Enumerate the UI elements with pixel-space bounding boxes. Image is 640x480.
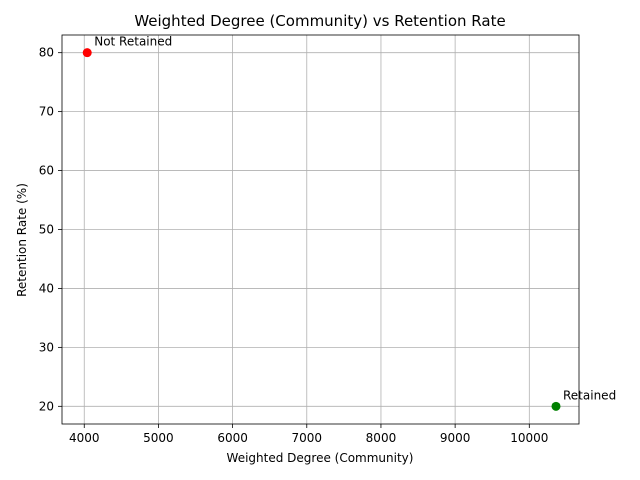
point-annotation: Not Retained (94, 35, 172, 49)
y-tick-label: 30 (39, 340, 54, 354)
x-tick-label: 4000 (69, 431, 100, 445)
x-tick-label: 7000 (292, 431, 323, 445)
x-tick-label: 9000 (440, 431, 471, 445)
y-tick-label: 80 (39, 46, 54, 60)
grid (62, 35, 579, 424)
y-tick-label: 40 (39, 281, 54, 295)
plot-frame (61, 34, 580, 425)
data-point (82, 48, 92, 58)
x-tick-label: 6000 (217, 431, 248, 445)
point-annotation: Retained (563, 388, 616, 402)
data-point (551, 401, 561, 411)
x-axis-label: Weighted Degree (Community) (227, 451, 414, 465)
data-points: Not Retained Retained (82, 35, 616, 411)
y-tick-label: 70 (39, 105, 54, 119)
y-tick-label: 50 (39, 223, 54, 237)
y-tick-label: 20 (39, 399, 54, 413)
x-tick-label: 5000 (143, 431, 174, 445)
x-axis-ticks: 4000 5000 6000 7000 8000 9000 10000 (69, 424, 548, 445)
y-axis-ticks: 20 30 40 50 60 70 80 (39, 46, 62, 413)
y-tick-label: 60 (39, 164, 54, 178)
chart-title: Weighted Degree (Community) vs Retention… (134, 12, 505, 30)
x-tick-label: 8000 (366, 431, 397, 445)
x-tick-label: 10000 (510, 431, 548, 445)
y-axis-label: Retention Rate (%) (15, 183, 29, 297)
